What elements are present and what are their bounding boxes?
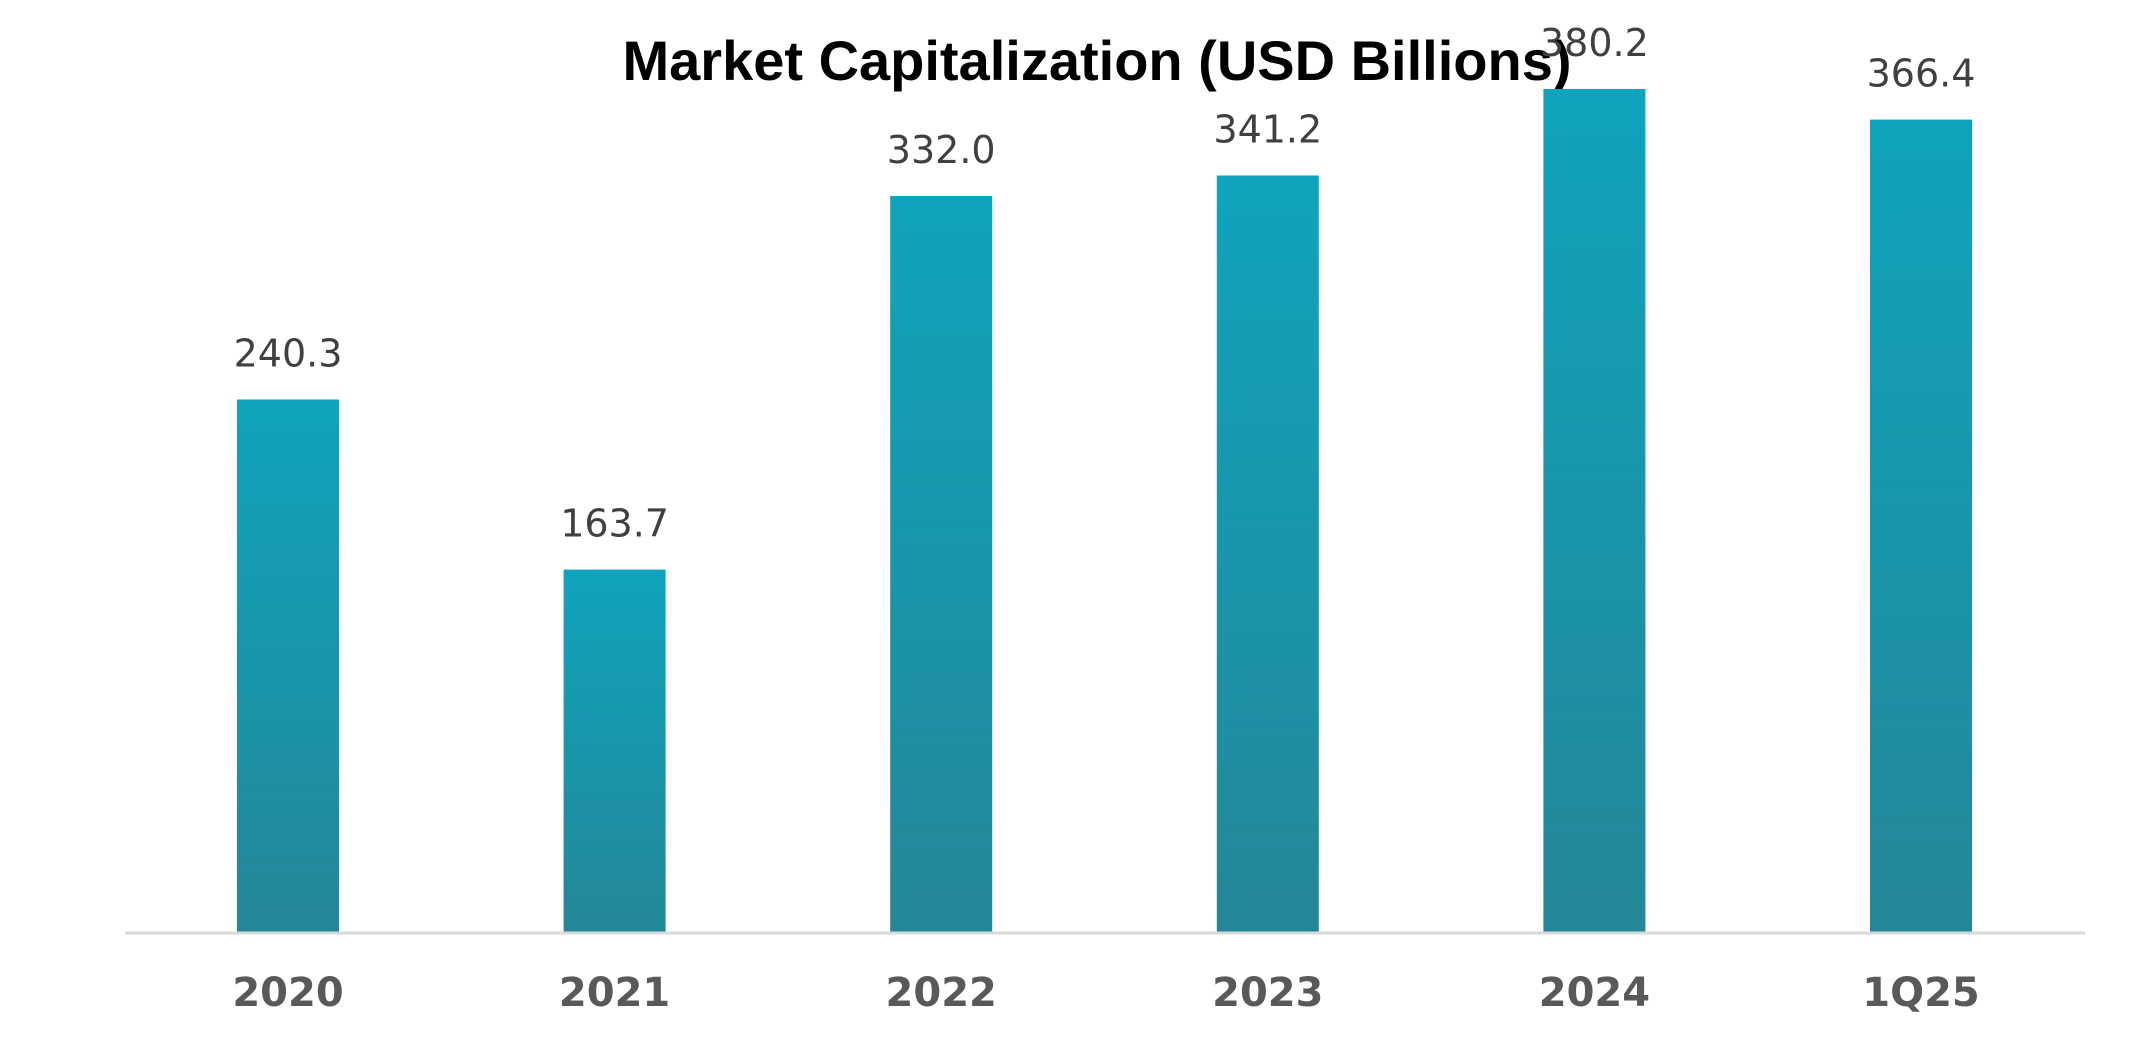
data-label-2023: 341.2 [1213,108,1322,152]
data-label-1q25: 366.4 [1867,52,1976,96]
chart-title: Market Capitalization (USD Billions) [623,29,1572,92]
x-tick-labels-group: 2020 2021 2022 2023 2024 1Q25 [232,970,1979,1016]
data-label-2024: 380.2 [1540,21,1649,65]
x-tick-label-2020: 2020 [232,970,343,1016]
bars-group [237,89,1972,934]
x-tick-label-1q25: 1Q25 [1862,970,1980,1016]
bar-1q25 [1870,119,1972,934]
bar-2022 [890,196,993,933]
x-tick-label-2021: 2021 [559,970,670,1016]
bar-2024 [1543,89,1646,933]
x-tick-label-2023: 2023 [1212,970,1323,1016]
x-tick-label-2024: 2024 [1539,970,1650,1016]
x-tick-label-2022: 2022 [886,970,997,1016]
data-label-2021: 163.7 [560,502,669,546]
data-label-2022: 332.0 [887,128,996,172]
bar-2020 [237,399,339,933]
data-labels-group: 240.3 163.7 332.0 341.2 380.2 366.4 [234,21,1976,546]
bar-2023 [1216,175,1319,933]
data-label-2020: 240.3 [234,332,343,376]
bar-2021 [563,569,666,933]
